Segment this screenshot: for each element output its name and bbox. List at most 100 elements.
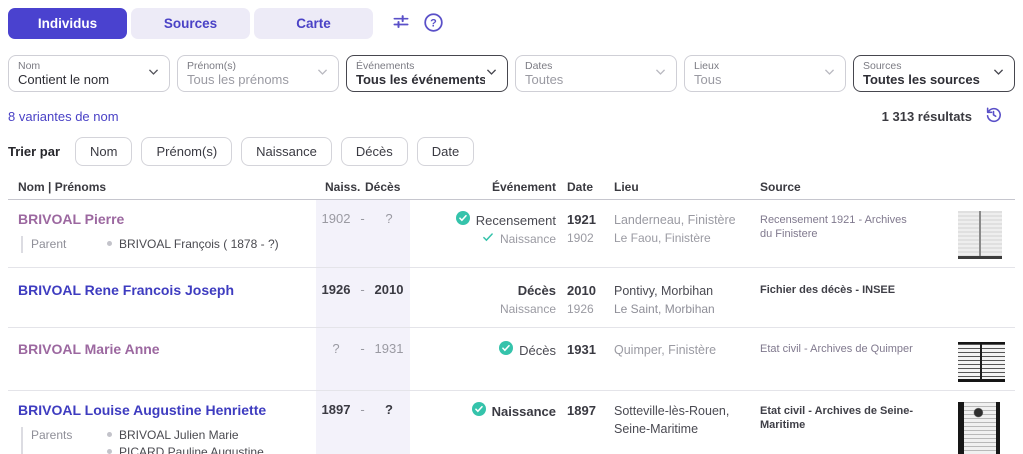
birth-year: 1897 <box>321 402 351 417</box>
filter-evenements[interactable]: Événements Tous les événements <box>346 55 508 92</box>
year-separator: - <box>360 402 365 417</box>
death-year: 2010 <box>374 282 404 297</box>
tab-carte[interactable]: Carte <box>254 8 373 39</box>
help-button[interactable]: ? <box>423 12 444 36</box>
death-year: ? <box>385 211 393 226</box>
event-place: Pontivy, Morbihan <box>614 284 714 298</box>
col-header-source: Source <box>760 180 801 194</box>
bullet-icon <box>107 449 112 454</box>
lifespan-cell: 1926 - 2010 <box>316 268 410 327</box>
filter-label: Nom <box>18 60 41 72</box>
record-thumbnail[interactable] <box>958 342 1005 382</box>
table-row[interactable]: BRIVOAL Pierre Parent BRIVOAL François (… <box>8 200 1015 268</box>
event-dates-cell: 1931 <box>560 328 612 390</box>
filter-label: Sources <box>863 60 902 72</box>
tab-sources[interactable]: Sources <box>131 8 250 39</box>
sort-button-date[interactable]: Date <box>416 137 475 166</box>
event-label: Décès <box>517 283 556 298</box>
sort-button-naissance[interactable]: Naissance <box>241 137 332 166</box>
filter-dates[interactable]: Dates Toutes <box>515 55 677 92</box>
sort-button-nom[interactable]: Nom <box>75 137 133 166</box>
relation-label: Parents <box>31 428 73 442</box>
sort-bar: Trier par Nom Prénom(s) Naissance Décès … <box>8 137 1015 166</box>
event-date: 1926 <box>567 302 594 316</box>
table-row[interactable]: BRIVOAL Rene Francois Joseph 1926 - 2010… <box>8 268 1015 328</box>
sort-button-deces[interactable]: Décès <box>340 137 408 166</box>
event-places-cell: Sotteville-lès-Rouen, Seine-Maritime <box>612 391 759 454</box>
relations-block: Parent BRIVOAL François ( 1878 - ?) <box>21 236 316 253</box>
col-header-date: Date <box>567 180 594 194</box>
filter-value: Contient le nom <box>18 72 110 87</box>
events-cell: Recensement Naissance <box>410 200 560 267</box>
year-separator: - <box>360 341 365 356</box>
event-label: Naissance <box>499 232 556 246</box>
source-text: Fichier des décès - INSEE <box>760 284 896 296</box>
event-date: 1931 <box>567 342 596 357</box>
record-thumbnail[interactable] <box>958 211 1002 259</box>
filter-value: Tous les événements <box>356 72 485 87</box>
filter-label: Prénom(s) <box>187 60 237 72</box>
event-dates-cell: 1897 <box>560 391 612 454</box>
source-text: Etat civil - Archives de Quimper <box>760 343 913 355</box>
birth-year: ? <box>332 341 340 356</box>
person-link[interactable]: BRIVOAL Marie Anne <box>18 341 160 357</box>
sort-button-prenoms[interactable]: Prénom(s) <box>141 137 233 166</box>
filter-nom[interactable]: Nom Contient le nom <box>8 55 170 92</box>
source-text: Recensement 1921 - Archives du Finistere <box>760 214 907 240</box>
col-header-name: Nom | Prénoms <box>18 180 107 194</box>
event-place: Landerneau, Finistère <box>614 213 736 227</box>
filter-sources[interactable]: Sources Toutes les sources <box>853 55 1015 92</box>
help-question-icon: ? <box>423 12 444 36</box>
table-row[interactable]: BRIVOAL Louise Augustine Henriette Paren… <box>8 391 1015 454</box>
chevron-down-icon <box>147 65 160 83</box>
col-header-birth: Naiss. <box>325 180 361 194</box>
record-thumbnail[interactable] <box>958 402 1000 454</box>
filters-bar: Nom Contient le nom Prénom(s) Tous les pré… <box>8 55 1015 92</box>
tune-sliders-icon <box>391 12 411 35</box>
event-date: 1897 <box>567 403 596 418</box>
search-history-button[interactable] <box>984 105 1003 127</box>
name-variants-link[interactable]: 8 variantes de nom <box>8 108 119 124</box>
event-places-cell: Pontivy, Morbihan Le Saint, Morbihan <box>612 268 759 327</box>
filter-value: Toutes <box>525 72 564 87</box>
table-row[interactable]: BRIVOAL Marie Anne ? - 1931 Décès 1931 Q… <box>8 328 1015 391</box>
tab-individus[interactable]: Individus <box>8 8 127 39</box>
verified-check-circle-icon <box>455 211 470 230</box>
event-label: Naissance <box>491 403 556 419</box>
event-dates-cell: 2010 1926 <box>560 268 612 327</box>
chevron-down-icon <box>316 65 329 83</box>
filter-prenoms[interactable]: Prénom(s) Tous les prénoms <box>177 55 339 92</box>
event-date: 2010 <box>567 283 596 298</box>
lifespan-cell: ? - 1931 <box>316 328 410 390</box>
event-label: Recensement <box>475 212 556 228</box>
event-dates-cell: 1921 1902 <box>560 200 612 267</box>
event-label: Décès <box>519 342 556 358</box>
person-link[interactable]: BRIVOAL Rene Francois Joseph <box>18 282 235 298</box>
lifespan-cell: 1897 - ? <box>316 391 410 454</box>
col-header-place: Lieu <box>614 180 639 194</box>
filter-lieux[interactable]: Lieux Tous <box>684 55 846 92</box>
filter-label: Lieux <box>694 60 720 72</box>
relation-label: Parent <box>31 237 67 251</box>
chevron-down-icon <box>654 65 667 83</box>
event-date: 1902 <box>567 231 594 245</box>
chevron-down-icon <box>485 65 498 83</box>
verified-check-circle-icon <box>471 402 486 421</box>
event-places-cell: Quimper, Finistère <box>612 328 759 390</box>
event-places-cell: Landerneau, Finistère Le Faou, Finistère <box>612 200 759 267</box>
filter-value: Tous <box>694 72 722 87</box>
event-place: Quimper, Finistère <box>614 343 717 357</box>
results-count: 1 313 résultats <box>881 108 972 124</box>
person-link[interactable]: BRIVOAL Pierre <box>18 211 125 227</box>
birth-year: 1902 <box>321 211 351 226</box>
svg-text:?: ? <box>430 17 437 29</box>
filter-value: Toutes les sources <box>863 72 980 87</box>
person-link[interactable]: BRIVOAL Louise Augustine Henriette <box>18 402 267 418</box>
filter-label: Dates <box>525 60 553 72</box>
lifespan-cell: 1902 - ? <box>316 200 410 267</box>
events-cell: Décès <box>410 328 560 390</box>
bullet-icon <box>107 432 112 437</box>
filter-settings-button[interactable] <box>391 12 411 35</box>
events-cell: Naissance <box>410 391 560 454</box>
death-year: 1931 <box>374 341 404 356</box>
